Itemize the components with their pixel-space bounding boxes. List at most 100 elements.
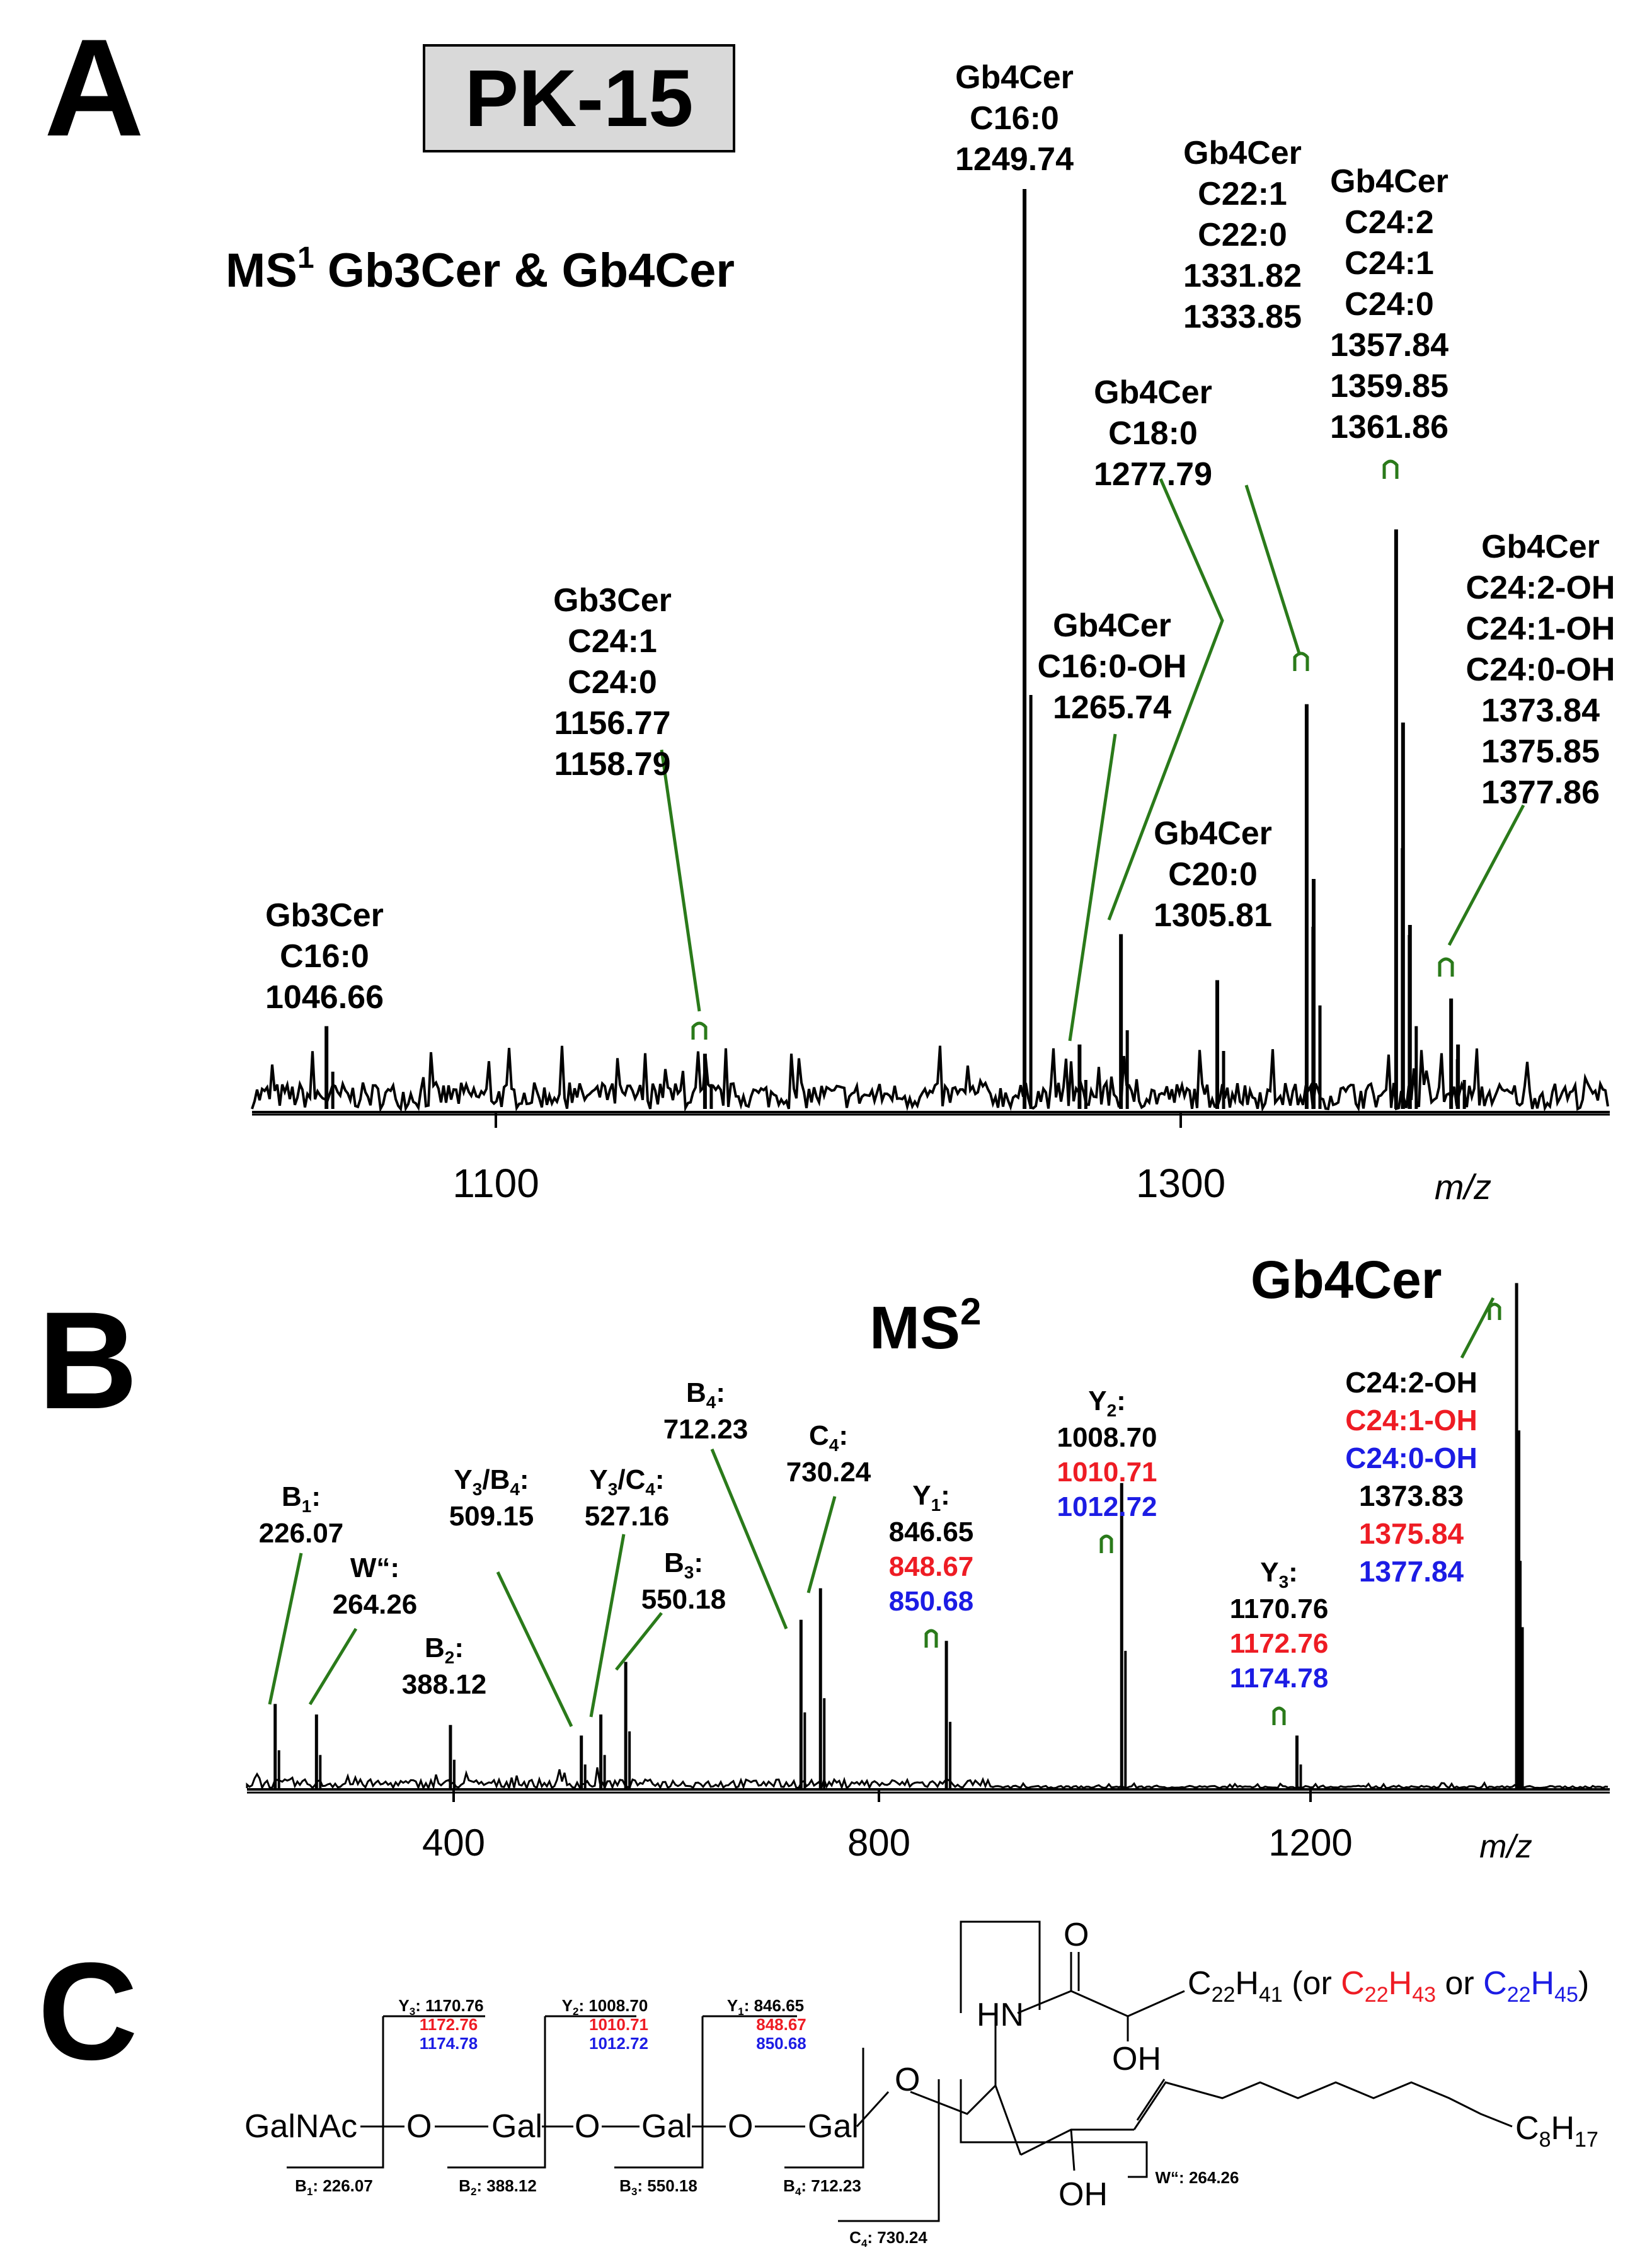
leader-b1 (268, 1552, 303, 1705)
bond-4 (856, 2091, 890, 2128)
glycosidic-o-1: O (406, 2108, 432, 2145)
label-gb3-c24: Gb3Cer C24:1 C24:0 1156.77 1158.79 (553, 582, 672, 783)
leader-y3b4 (496, 1571, 573, 1728)
panel-a-letter: A (44, 10, 144, 165)
bracket-precursor (1488, 1302, 1501, 1320)
leader-b4 (710, 1449, 788, 1629)
label-y3b4: Y3/B4: 509.15 (449, 1464, 534, 1532)
cleavage-w-lower (960, 2079, 1148, 2178)
fatty-acyl-formula: C22H41 (or C22H43 or C22H45) (1188, 1965, 1589, 2007)
label-b1: B1: 226.07 (259, 1481, 344, 1549)
cell-line-box (423, 44, 735, 152)
panel-c-letter: C (38, 1934, 138, 2089)
ms2-spectrum-trace (246, 1767, 1609, 1791)
label-gb3-c16: Gb3Cer C16:0 1046.66 (265, 897, 384, 1016)
frag-w: W“: 264.26 (1156, 2168, 1239, 2187)
leader-c16oh (1068, 733, 1117, 1042)
ms1-tick-label-1300: 1300 (1136, 1161, 1225, 1206)
ms1-leader-lines (660, 459, 1525, 1042)
label-y2: Y2: 1008.70 1010.71 1012.72 (1057, 1386, 1157, 1522)
bracket-c24 (1382, 459, 1399, 479)
label-gb4-c20: Gb4Cer C20:0 1305.81 (1154, 815, 1272, 934)
bracket-c24oh (1438, 957, 1454, 977)
label-gb4-c24: Gb4Cer C24:2 C24:1 C24:0 1357.84 1359.85 1361.… (1330, 163, 1448, 445)
atom-alpha-oh: OH (1112, 2041, 1161, 2077)
leader-c4 (806, 1496, 837, 1593)
label-w: W“: 264.26 (333, 1552, 418, 1620)
ms1-peaks (324, 189, 1466, 1109)
frag-b2: B2: 388.12 (459, 2176, 537, 2198)
panel-a: A PK-15 MS1 Gb3Cer & Gb4Cer 1100 1300 m/… (44, 10, 1615, 1207)
sphingosine-c1 (910, 2084, 1022, 2155)
glycan-chain: GalNAc O Gal O Gal O Gal O (244, 2062, 920, 2145)
frag-b1: B1: 226.07 (295, 2176, 373, 2198)
label-y3: Y3: 1170.76 1172.76 1174.78 (1230, 1557, 1329, 1694)
bracket-y2 (1099, 1534, 1113, 1553)
glycosidic-o-4: O (895, 2062, 920, 2098)
cleavage-y2-b2 (447, 2016, 546, 2169)
fatty-acyl-bonds (1017, 1990, 1185, 2017)
ms1-tick-label-1100: 1100 (452, 1161, 539, 1206)
leader-c24oh (1447, 804, 1525, 946)
leader-c22 (1244, 485, 1302, 656)
residue-galnac: GalNAc (244, 2108, 357, 2145)
ms1-x-axis-label: m/z (1435, 1167, 1491, 1207)
label-gb4-c16oh: Gb4Cer C16:0-OH 1265.74 (1038, 607, 1187, 726)
cleavage-b4 (784, 2048, 864, 2169)
cleavage-w (960, 1920, 1041, 2013)
ms2-x-axis-label: m/z (1479, 1828, 1532, 1865)
ceramide-labels: O HN OH OH C22H41 (or C22H43 or C22H45) … (977, 1917, 1598, 2213)
cleavage-c4 (838, 2079, 940, 2222)
ms2-heading: MS2 (869, 1290, 981, 1362)
label-c4: C4: 730.24 (786, 1420, 871, 1488)
leader-c18 (1107, 478, 1224, 921)
sphingosine-chain (1133, 2081, 1513, 2130)
label-b2: B2: 388.12 (402, 1633, 487, 1700)
trans-double-bond (1136, 2079, 1166, 2121)
fragment-labels: Y3: 1170.76 1172.76 1174.78 Y2: 1008.70 101… (295, 1996, 1239, 2249)
frag-y1: Y1: 846.65 848.67 850.68 (727, 1996, 806, 2053)
frag-c4: C4: 730.24 (849, 2228, 927, 2249)
panel-c: C GalNAc O Gal O Gal O Gal O (38, 1917, 1598, 2249)
label-gb4-c22: Gb4Cer C22:1 C22:0 1331.82 1333.85 (1183, 135, 1302, 335)
label-b3: B3: 550.18 (641, 1547, 726, 1615)
atom-c3-oh: OH (1058, 2176, 1108, 2213)
ms2-peaks (273, 1283, 1524, 1788)
label-gb4-c24oh: Gb4Cer C24:2-OH C24:1-OH C24:0-OH 1373.84 137… (1466, 529, 1615, 811)
glycan-bonds (287, 1920, 1513, 2222)
leader-w (308, 1627, 358, 1706)
ms1-spectrum-trace (251, 1045, 1609, 1113)
frag-y3: Y3: 1170.76 1172.76 1174.78 (398, 1996, 483, 2053)
bracket-y3 (1272, 1706, 1286, 1725)
frag-b3: B3: 550.18 (619, 2176, 697, 2198)
label-b4: B4: 712.23 (663, 1377, 749, 1445)
sphingosine-c3-oh-bond (1070, 2129, 1076, 2171)
leader-gb3-c24 (660, 749, 701, 1012)
label-precursor: C24:2-OH C24:1-OH C24:0-OH 1373.83 1375.84 13… (1345, 1366, 1477, 1588)
frag-y2: Y2: 1008.70 1010.71 1012.72 (562, 1996, 648, 2053)
ms2-tick-label-1200: 1200 (1268, 1822, 1352, 1864)
ms2-compound: Gb4Cer (1251, 1250, 1442, 1309)
cleavage-y3-b1 (287, 2016, 384, 2169)
bracket-y1 (924, 1629, 938, 1648)
residue-gal-3: Gal (808, 2108, 859, 2145)
ms2-ion-labels: B1: 226.07 W“: 264.26 B2: 388.12 Y3/B4: 509.… (259, 1366, 1477, 1700)
bracket-gb3-c24 (691, 1021, 708, 1040)
atom-carbonyl-o: O (1064, 1917, 1089, 1953)
cell-line-label: PK-15 (465, 54, 694, 144)
cleavage-y1-b3 (614, 2016, 704, 2169)
leader-y3c4 (589, 1534, 626, 1718)
leader-b3 (615, 1612, 663, 1671)
ms2-tick-label-800: 800 (847, 1822, 910, 1864)
atom-hn: HN (977, 1997, 1024, 2033)
label-y3c4: Y3/C4: 527.16 (585, 1464, 670, 1532)
glycosidic-o-3: O (728, 2108, 753, 2145)
label-gb4-c18: Gb4Cer C18:0 1277.79 (1094, 374, 1212, 493)
ms1-heading: MS1 Gb3Cer & Gb4Cer (226, 241, 735, 297)
ms1-peak-labels: Gb3Cer C16:0 1046.66 Gb3Cer C24:1 C24:0 1156.… (265, 59, 1615, 1016)
sphingoid-tail-formula: C8H17 (1515, 2110, 1598, 2152)
residue-gal-2: Gal (641, 2108, 692, 2145)
ms2-leader-lines (268, 1297, 1501, 1728)
bracket-c22 (1293, 651, 1309, 671)
